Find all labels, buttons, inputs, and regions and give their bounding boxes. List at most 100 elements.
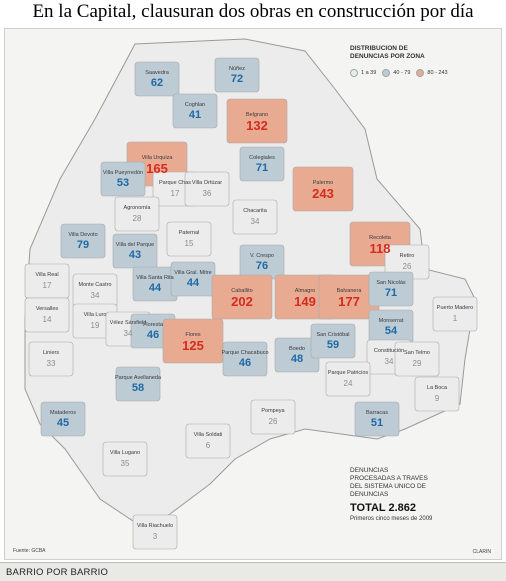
zone-barracas	[354, 401, 400, 437]
zone-value-villa-gral-mitre: 44	[187, 277, 200, 289]
zone-flores	[162, 318, 224, 364]
summary-period: Primeros cinco meses de 2009	[350, 516, 433, 522]
zone-san-nicolas	[368, 271, 414, 307]
zone-villa-riachuelo	[132, 514, 178, 550]
legend-swatch-low	[350, 69, 358, 77]
zone-name-flores: Flores	[185, 332, 201, 338]
zone-liniers	[28, 341, 74, 377]
zone-value-parque-chacabuco: 46	[239, 357, 251, 369]
zone-mataderos	[40, 401, 86, 437]
summary-box: DENUNCIAS PROCESADAS A TRAVES DEL SISTEM…	[350, 467, 500, 522]
zone-value-caballito: 202	[231, 294, 253, 309]
zone-san-telmo	[394, 341, 440, 377]
legend-swatch-high	[416, 69, 425, 77]
zone-versalles	[24, 297, 70, 333]
zone-la-boca	[414, 376, 460, 412]
zone-value-la-boca: 9	[435, 394, 440, 403]
zone-name-saavedra: Saavedra	[145, 70, 169, 76]
zone-name-liniers: Liniers	[43, 350, 59, 356]
zone-caballito	[211, 274, 273, 320]
zone-name-villa-riachuelo: Villa Riachuelo	[137, 523, 173, 529]
zone-name-parque-patricios: Parque Patricios	[328, 370, 369, 376]
zone-name-nunez: Núñez	[229, 66, 245, 72]
zone-name-monserrat: Monserrat	[379, 318, 404, 324]
zone-name-chacarita: Chacarita	[243, 208, 267, 214]
zone-value-balvanera: 177	[338, 294, 360, 309]
zone-pompeya	[250, 399, 296, 435]
zone-colegiales	[239, 146, 285, 182]
zone-value-belgrano: 132	[246, 118, 268, 133]
zone-value-flores: 125	[182, 338, 204, 353]
legend-item-low: 1 a 39	[350, 69, 376, 77]
zone-value-monte-castro: 34	[91, 291, 100, 300]
zone-value-san-nicolas: 71	[385, 287, 397, 299]
zone-name-mataderos: Mataderos	[50, 410, 76, 416]
zone-parque-chacabuco	[222, 341, 268, 377]
zone-value-floresta: 46	[147, 329, 159, 341]
zone-value-palermo: 243	[312, 186, 334, 201]
zone-belgrano	[226, 98, 288, 144]
zone-name-villa-urquiza: Villa Urquiza	[142, 155, 174, 161]
legend-ranges: 1 a 39 40 - 79 80 - 243	[350, 69, 500, 77]
zone-name-villa-pueyrredon: Villa Pueyrredón	[103, 170, 143, 176]
zone-value-villa-urquiza: 165	[146, 161, 168, 176]
zone-name-la-boca: La Boca	[427, 385, 448, 391]
zone-coghlan	[172, 93, 218, 129]
zone-villa-pueyrredon	[100, 161, 146, 197]
zone-name-san-telmo: San Telmo	[404, 350, 430, 356]
zone-value-coghlan: 41	[189, 109, 201, 121]
zone-name-villa-real: Villa Real	[35, 272, 58, 278]
zone-agronomia	[114, 196, 160, 232]
summary-total: TOTAL 2.862	[350, 502, 417, 514]
zone-value-almagro: 149	[294, 294, 316, 309]
zone-name-coghlan: Coghlan	[185, 102, 206, 108]
zone-name-barracas: Barracas	[366, 410, 388, 416]
zone-puerto-madero	[432, 296, 478, 332]
legend-label-high: 80 - 243	[427, 70, 448, 76]
zone-value-parque-patricios: 24	[344, 379, 353, 388]
zone-value-villa-real: 17	[43, 281, 52, 290]
summary-text: DENUNCIAS PROCESADAS A TRAVES DEL SISTEM…	[350, 467, 428, 498]
zone-value-barracas: 51	[371, 417, 383, 429]
zone-name-monte-castro: Monte Castro	[78, 282, 111, 288]
zone-nunez	[214, 57, 260, 93]
zone-saavedra	[134, 61, 180, 97]
zone-name-parque-chacabuco: Parque Chacabuco	[221, 350, 268, 356]
zone-value-boedo: 48	[291, 353, 303, 365]
zone-value-parque-avellaneda: 58	[132, 382, 144, 394]
zone-name-almagro: Almagro	[295, 288, 315, 294]
zone-name-san-cristobal: San Cristóbal	[316, 332, 349, 338]
zone-name-versalles: Versalles	[36, 306, 59, 312]
zone-name-san-nicolas: San Nicolás	[376, 280, 406, 286]
zone-name-belgrano: Belgrano	[246, 112, 268, 118]
zone-name-retiro: Retiro	[400, 253, 415, 259]
zone-value-puerto-madero: 1	[453, 314, 458, 323]
legend-title-line1: DISTRIBUCION DE	[350, 45, 408, 52]
zone-value-nunez: 72	[231, 73, 243, 85]
legend-label-mid: 40 - 79	[393, 70, 411, 76]
zone-name-colegiales: Colegiales	[249, 155, 275, 161]
footer-label: BARRIO POR BARRIO	[6, 567, 109, 578]
zone-value-mataderos: 45	[57, 417, 69, 429]
zone-palermo	[292, 166, 354, 212]
zone-villa-lugano	[102, 441, 148, 477]
credit-note: CLARIN	[472, 549, 491, 555]
zone-value-paternal: 15	[185, 239, 194, 248]
zone-name-boedo: Boedo	[289, 346, 305, 352]
zone-value-villa-pueyrredon: 53	[117, 177, 129, 189]
map-frame: Saavedra 62 Núñez 72 Coghlan 41 Belgrano 132 Vil…	[4, 28, 502, 560]
zone-name-velez-sarsfield: Vélez Sársfield	[110, 320, 147, 326]
zone-name-recoleta: Recoleta	[369, 235, 392, 241]
zone-name-balvanera: Balvanera	[337, 288, 363, 294]
zone-value-constitucion: 34	[385, 357, 394, 366]
zone-value-villa-soldati: 6	[206, 441, 211, 450]
zone-name-villa-devoto: Villa Devoto	[68, 232, 97, 238]
zone-chacarita	[232, 199, 278, 235]
zone-san-cristobal	[310, 323, 356, 359]
zone-value-parque-chas: 17	[171, 189, 180, 198]
source-note: Fuente: GCBA	[13, 548, 46, 554]
zone-value-saavedra: 62	[151, 77, 163, 89]
zone-name-v-crespo: V. Crespo	[250, 253, 274, 259]
zone-value-villa-ortuzar: 36	[203, 189, 212, 198]
zone-value-villa-riachuelo: 3	[153, 532, 158, 541]
